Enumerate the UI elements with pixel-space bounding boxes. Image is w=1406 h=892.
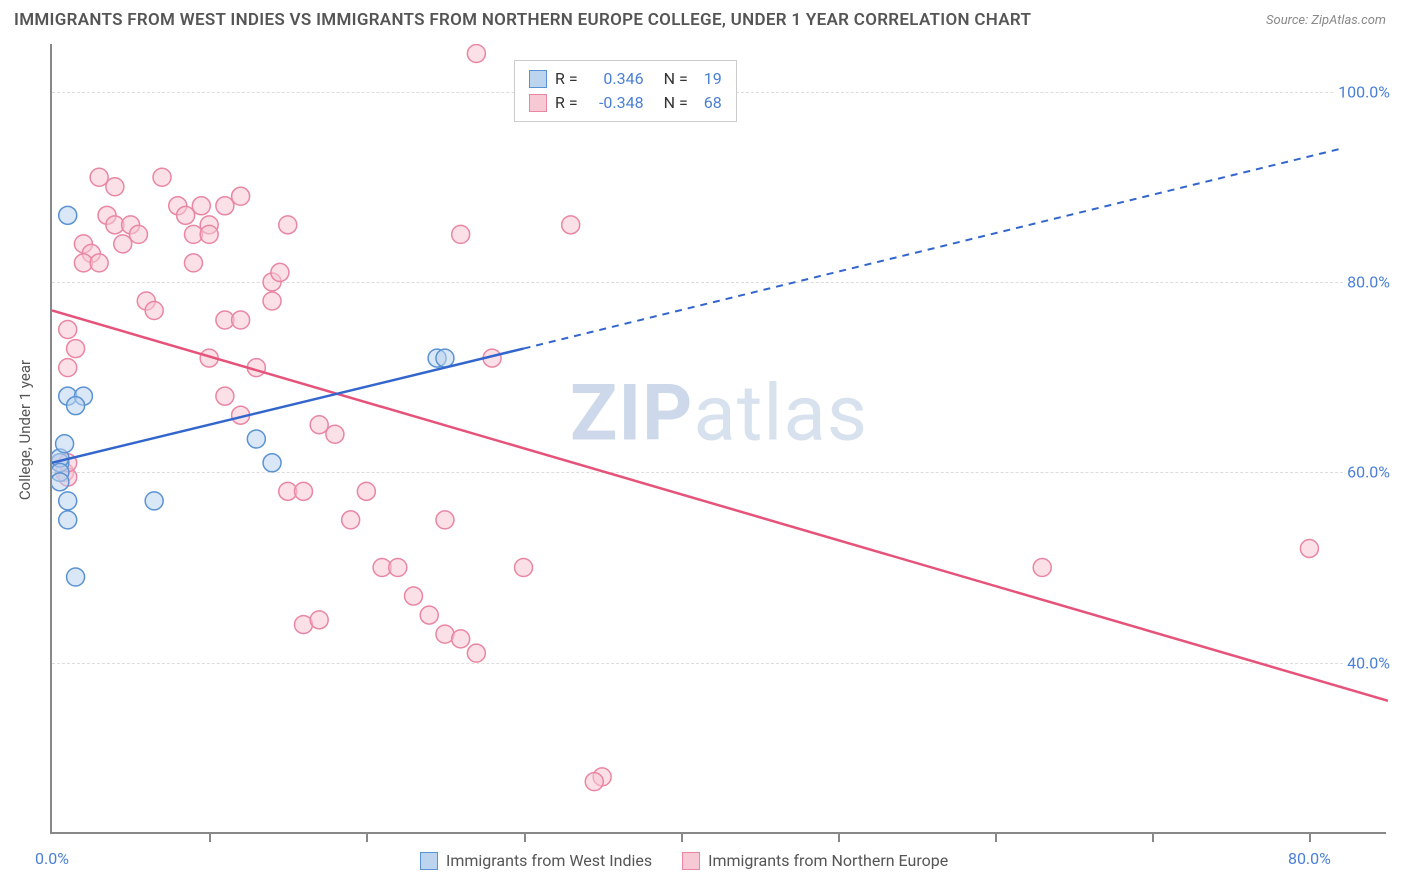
data-point [90,254,108,272]
data-point [216,387,234,405]
data-point [145,302,163,320]
legend-stat-row: R = 0.346 N = 19 [529,67,722,91]
r-value: 0.346 [586,67,644,91]
data-point [67,397,85,415]
data-point [177,206,195,224]
legend-swatch-icon [682,852,700,870]
source-attribution: Source: ZipAtlas.com [1266,13,1386,28]
r-label: R = [555,67,578,91]
data-point [106,178,124,196]
n-label: N = [664,67,688,91]
x-tick [1309,832,1311,842]
data-point [357,482,375,500]
trend-line-pink [52,311,1388,701]
data-point [192,197,210,215]
r-label: R = [555,91,578,115]
legend-series: Immigrants from West Indies Immigrants fr… [420,851,948,870]
plot-box: ZIPatlas 40.0%60.0%80.0%100.0% R =0.346N… [50,44,1386,834]
data-point [515,558,533,576]
data-point [184,254,202,272]
trend-line-blue-solid [52,349,524,463]
n-value: 68 [696,91,722,115]
data-point [59,359,77,377]
data-point [452,630,470,648]
data-point [1033,558,1051,576]
data-point [1300,539,1318,557]
data-point [67,568,85,586]
legend-swatch-icon [529,70,547,88]
data-point [59,321,77,339]
legend-swatch-icon [420,852,438,870]
data-point [67,340,85,358]
x-tick-label: 0.0% [35,849,69,868]
data-point [405,587,423,605]
data-point [247,430,265,448]
data-point [59,511,77,529]
y-axis-label: College, Under 1 year [16,360,34,500]
data-point [436,349,454,367]
data-point [200,225,218,243]
x-tick-label: 80.0% [1288,849,1331,868]
data-point [342,511,360,529]
legend-swatch-icon [529,94,547,112]
data-point [59,492,77,510]
x-tick [209,832,211,842]
data-point [114,235,132,253]
data-point [52,473,69,491]
data-point [59,206,77,224]
legend-series-label: Immigrants from Northern Europe [708,851,948,870]
data-point [145,492,163,510]
data-point [56,435,74,453]
trend-line-blue-dashed [524,149,1341,349]
data-point [153,168,171,186]
data-point [389,558,407,576]
data-point [263,292,281,310]
data-point [562,216,580,234]
data-point [90,168,108,186]
data-point [585,773,603,791]
data-point [271,263,289,281]
x-tick [1152,832,1154,842]
x-tick [366,832,368,842]
data-point [279,216,297,234]
data-point [216,197,234,215]
x-tick [995,832,997,842]
data-point [436,511,454,529]
chart-area: ZIPatlas 40.0%60.0%80.0%100.0% R =0.346N… [50,44,1390,834]
legend-series-item: Immigrants from West Indies [420,851,652,870]
data-point [263,454,281,472]
scatter-plot-svg [52,44,1388,834]
n-label: N = [664,91,688,115]
data-point [232,187,250,205]
data-point [452,225,470,243]
x-tick [681,832,683,842]
legend-series-label: Immigrants from West Indies [446,851,652,870]
data-point [310,611,328,629]
r-value: -0.348 [586,91,644,115]
legend-stats-box: R = 0.346 N = 19 R = -0.348 N = 68 [514,60,737,122]
legend-stat-row: R = -0.348 N = 68 [529,91,722,115]
data-point [129,225,147,243]
data-point [326,425,344,443]
data-point [420,606,438,624]
n-value: 19 [696,67,722,91]
data-point [467,45,485,63]
x-tick [838,832,840,842]
data-point [294,482,312,500]
chart-title: IMMIGRANTS FROM WEST INDIES VS IMMIGRANT… [14,10,1031,30]
data-point [232,311,250,329]
data-point [467,644,485,662]
x-tick [524,832,526,842]
legend-series-item: Immigrants from Northern Europe [682,851,948,870]
data-point [310,416,328,434]
